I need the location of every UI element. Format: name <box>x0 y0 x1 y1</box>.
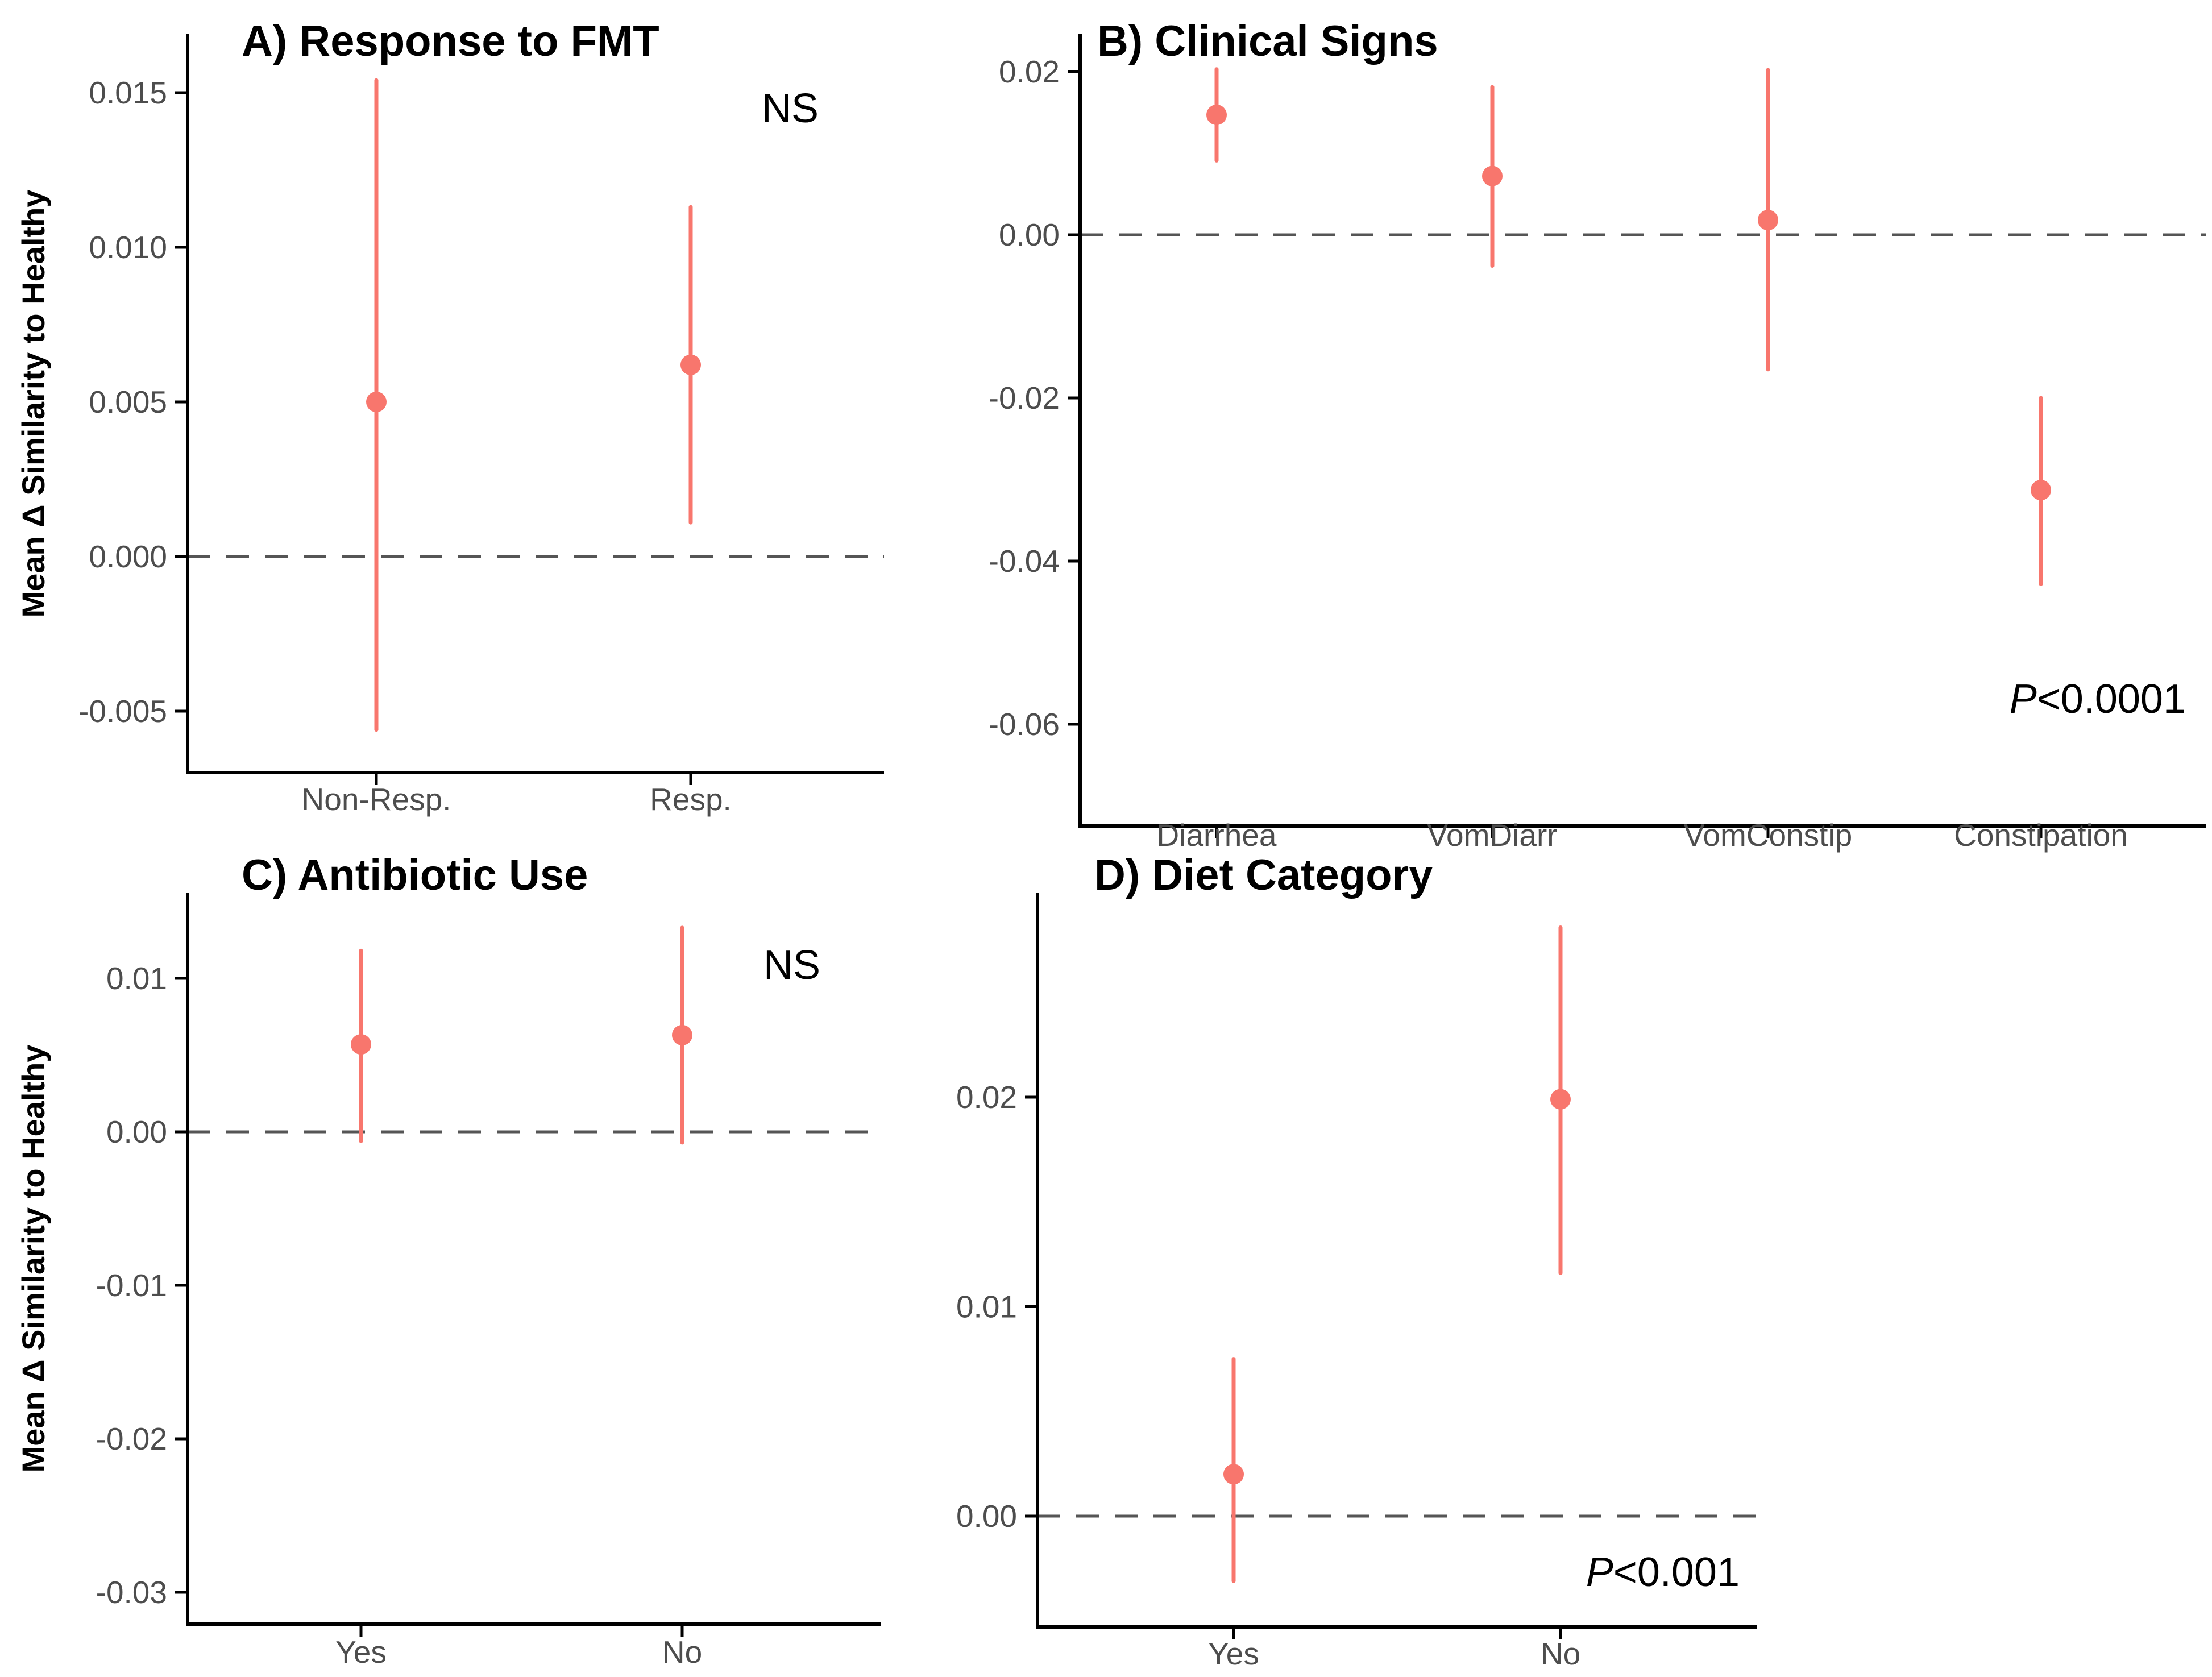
x-category-label: Constipation <box>1954 817 2128 853</box>
estimate-c-1 <box>672 925 692 1145</box>
mean-point <box>1550 1089 1571 1110</box>
mean-point <box>672 1024 692 1045</box>
estimate-b-2 <box>1758 68 1778 372</box>
y-tick-label: 0.00 <box>956 1498 1017 1534</box>
y-tick-label: 0.00 <box>999 217 1060 252</box>
annotation-text-part: <0.001 <box>1613 1550 1740 1595</box>
x-category-label: Yes <box>1208 1636 1259 1671</box>
y-tick-label: -0.03 <box>96 1575 167 1610</box>
estimate-d-0 <box>1223 1357 1244 1583</box>
y-axis-title: Mean Δ Similarity to Healthy <box>15 190 51 618</box>
y-tick-label: 0.00 <box>106 1114 167 1149</box>
panel-b: 0.02 0.00 -0.02 -0.04 -0.06 Diarrhea VomDiarr V… <box>989 17 2206 853</box>
y-tick-label: -0.005 <box>78 694 167 729</box>
y-tick-label: -0.02 <box>96 1421 167 1456</box>
panel-d: 0.02 0.01 0.00 Yes No D) Diet Category P<0.001 <box>956 851 1757 1671</box>
annotation-text-part: NS <box>762 86 819 131</box>
estimate-a-0 <box>366 78 387 732</box>
estimate-b-1 <box>1482 85 1503 268</box>
panel-a: 0.015 0.010 0.005 0.000 -0.005 Non-Resp. Resp.… <box>15 17 884 817</box>
y-tick-label: 0.010 <box>89 230 167 265</box>
estimate-a-1 <box>680 205 701 525</box>
mean-point <box>1223 1464 1244 1485</box>
mean-point <box>1482 165 1503 186</box>
y-axis-title: Mean Δ Similarity to Healthy <box>15 1045 51 1473</box>
estimate-b-3 <box>2031 396 2051 586</box>
x-category-label: Diarrhea <box>1157 817 1277 853</box>
x-category-label: Yes <box>335 1634 387 1670</box>
y-tick-label: -0.01 <box>96 1268 167 1303</box>
y-tick-label: -0.04 <box>989 543 1060 579</box>
annotation-text-part: NS <box>763 943 820 988</box>
y-tick-label: 0.02 <box>999 54 1060 89</box>
panel-c: 0.01 0.00 -0.01 -0.02 -0.03 Yes No C) Antibioti… <box>15 851 881 1670</box>
mean-point <box>1206 105 1227 126</box>
significance-annotation: P<0.0001 <box>2010 676 2186 722</box>
panel-d-title: D) Diet Category <box>1094 851 1433 899</box>
mean-point <box>1758 210 1778 231</box>
panel-c-title: C) Antibiotic Use <box>242 851 588 899</box>
x-category-label: Non-Resp. <box>302 782 451 817</box>
x-category-label: VomDiarr <box>1427 817 1557 853</box>
annotation-italic-part: P <box>2010 676 2037 722</box>
y-tick-label: 0.02 <box>956 1080 1017 1115</box>
estimate-b-0 <box>1206 67 1227 163</box>
y-tick-label: 0.005 <box>89 384 167 420</box>
x-category-label: VomConstip <box>1684 817 1853 853</box>
y-tick-label: 0.01 <box>956 1289 1017 1325</box>
panel-a-title: A) Response to FMT <box>242 17 659 65</box>
x-category-label: No <box>1541 1636 1580 1671</box>
mean-point <box>351 1034 371 1055</box>
significance-annotation: NS <box>762 86 819 131</box>
significance-annotation: NS <box>763 943 820 988</box>
annotation-italic-part: P <box>1586 1550 1613 1595</box>
significance-annotation: P<0.001 <box>1586 1550 1740 1595</box>
y-tick-label: -0.02 <box>989 380 1060 416</box>
annotation-text-part: <0.0001 <box>2037 676 2186 722</box>
x-category-label: Resp. <box>650 782 732 817</box>
y-tick-label: 0.000 <box>89 539 167 574</box>
estimate-c-0 <box>351 948 371 1143</box>
mean-point <box>366 392 387 412</box>
x-category-label: No <box>662 1634 702 1670</box>
y-tick-label: -0.06 <box>989 707 1060 742</box>
mean-point <box>680 354 701 375</box>
y-tick-label: 0.01 <box>106 961 167 996</box>
panel-b-title: B) Clinical Signs <box>1097 17 1438 65</box>
estimate-d-1 <box>1550 925 1571 1276</box>
y-tick-label: 0.015 <box>89 75 167 110</box>
mean-point <box>2031 480 2051 501</box>
